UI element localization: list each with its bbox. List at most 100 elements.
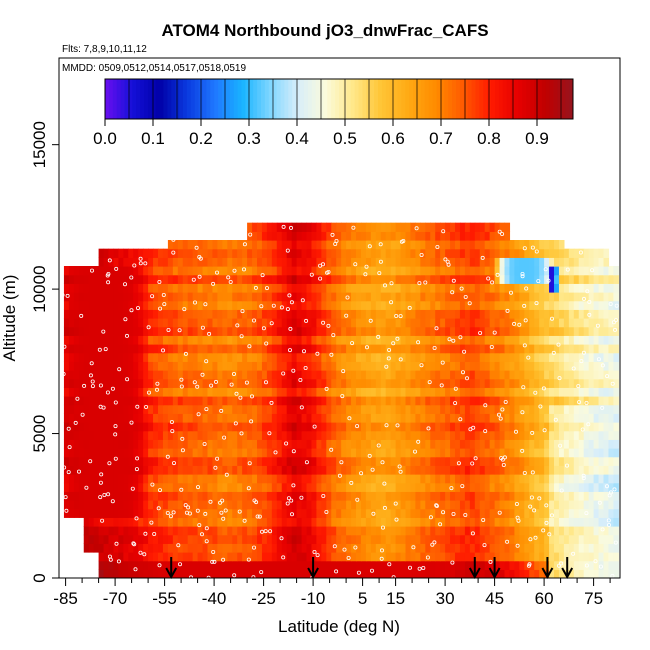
heatmap-cell	[420, 370, 426, 380]
heatmap-cell	[232, 292, 238, 302]
heatmap-cell	[509, 534, 515, 544]
heatmap-cell	[514, 474, 520, 484]
heatmap-cell	[509, 517, 515, 527]
heatmap-cell	[385, 500, 392, 510]
heatmap-cell	[321, 422, 327, 432]
heatmap-cell	[499, 474, 506, 484]
sample-marker	[468, 427, 473, 432]
heatmap-cell	[326, 534, 332, 544]
heatmap-cell	[464, 370, 471, 380]
heatmap-cell	[316, 508, 322, 518]
sample-marker	[129, 420, 134, 425]
heatmap-cell	[356, 543, 362, 553]
heatmap-cell	[514, 439, 520, 449]
heatmap-cell	[519, 491, 525, 501]
sample-marker	[596, 357, 601, 362]
heatmap-cell	[395, 569, 402, 578]
heatmap-cell	[138, 413, 144, 423]
heatmap-cell	[153, 560, 159, 570]
heatmap-cell	[148, 361, 154, 371]
heatmap-cell	[484, 344, 491, 354]
heatmap-cell	[356, 387, 362, 397]
heatmap-cell	[524, 361, 530, 371]
heatmap-cell	[395, 526, 402, 536]
heatmap-cell	[128, 404, 134, 414]
sample-marker	[407, 565, 412, 570]
heatmap-cell	[172, 526, 179, 536]
heatmap-cell	[479, 387, 486, 397]
heatmap-cell	[346, 508, 352, 518]
heatmap-cell	[167, 248, 174, 258]
heatmap-cell	[420, 248, 426, 258]
sample-marker	[515, 543, 520, 548]
heatmap-cell	[539, 318, 545, 328]
heatmap-cell	[430, 274, 436, 284]
heatmap-cell	[346, 318, 352, 328]
heatmap-cell	[509, 344, 515, 354]
colorbar: 0.0 0.1 0.2 0.3 0.4 0.5 0.6 0.7 0.8 0.9	[93, 78, 574, 148]
heatmap-cell	[568, 517, 575, 527]
heatmap-cell	[177, 404, 184, 414]
sample-marker	[64, 508, 69, 513]
sample-marker	[446, 262, 451, 267]
sample-marker	[334, 238, 339, 243]
heatmap-cell	[593, 569, 600, 578]
heatmap-cell	[563, 274, 570, 284]
sample-marker	[417, 566, 422, 571]
heatmap-cell	[197, 560, 204, 570]
heatmap-cell	[440, 500, 446, 510]
heatmap-cell	[474, 231, 481, 241]
heatmap-cell	[395, 439, 402, 449]
heatmap-cell	[405, 378, 412, 388]
heatmap-cell	[261, 387, 268, 397]
sample-marker	[182, 307, 187, 312]
heatmap-cell	[311, 387, 317, 397]
colorbar-segment	[378, 79, 383, 119]
heatmap-cell	[554, 465, 560, 475]
heatmap-cell	[420, 474, 426, 484]
heatmap-cell	[435, 430, 441, 440]
heatmap-cell	[573, 326, 580, 336]
sample-marker	[75, 396, 80, 401]
heatmap-cell	[326, 456, 332, 466]
heatmap-cell	[351, 248, 357, 258]
heatmap-cell	[499, 309, 506, 319]
heatmap-cell	[113, 335, 119, 345]
heatmap-cell	[153, 318, 159, 328]
heatmap-cell	[336, 526, 342, 536]
heatmap-cell	[306, 387, 313, 397]
heatmap-cell	[291, 352, 298, 362]
sample-marker	[259, 570, 264, 575]
heatmap-cell	[123, 508, 129, 518]
heatmap-cell	[306, 448, 313, 458]
heatmap-cell	[326, 500, 332, 510]
heatmap-cell	[425, 231, 431, 241]
heatmap-cell	[370, 274, 377, 284]
heatmap-cell	[212, 534, 218, 544]
sample-marker	[171, 250, 176, 255]
heatmap-cell	[153, 309, 159, 319]
heatmap-cell	[529, 283, 535, 293]
heatmap-cell	[544, 500, 550, 510]
sample-marker	[186, 505, 191, 510]
heatmap-cell	[346, 413, 352, 423]
heatmap-cell	[331, 456, 337, 466]
heatmap-cell	[93, 396, 100, 406]
heatmap-cell	[202, 240, 209, 250]
sample-marker	[329, 447, 334, 452]
heatmap-cell	[301, 500, 308, 510]
heatmap-cell	[529, 456, 535, 466]
heatmap-cell	[509, 430, 515, 440]
sample-marker	[363, 272, 368, 277]
heatmap-cell	[583, 292, 590, 302]
heatmap-cell	[207, 491, 214, 501]
heatmap-cell	[73, 439, 80, 449]
heatmap-cell	[266, 517, 273, 527]
heatmap-cell	[346, 448, 352, 458]
heatmap-cell	[202, 500, 209, 510]
heatmap-cell	[440, 422, 446, 432]
heatmap-cell	[464, 500, 471, 510]
heatmap-cell	[296, 326, 303, 336]
heatmap-cell	[108, 517, 115, 527]
heatmap-cell	[316, 352, 322, 362]
